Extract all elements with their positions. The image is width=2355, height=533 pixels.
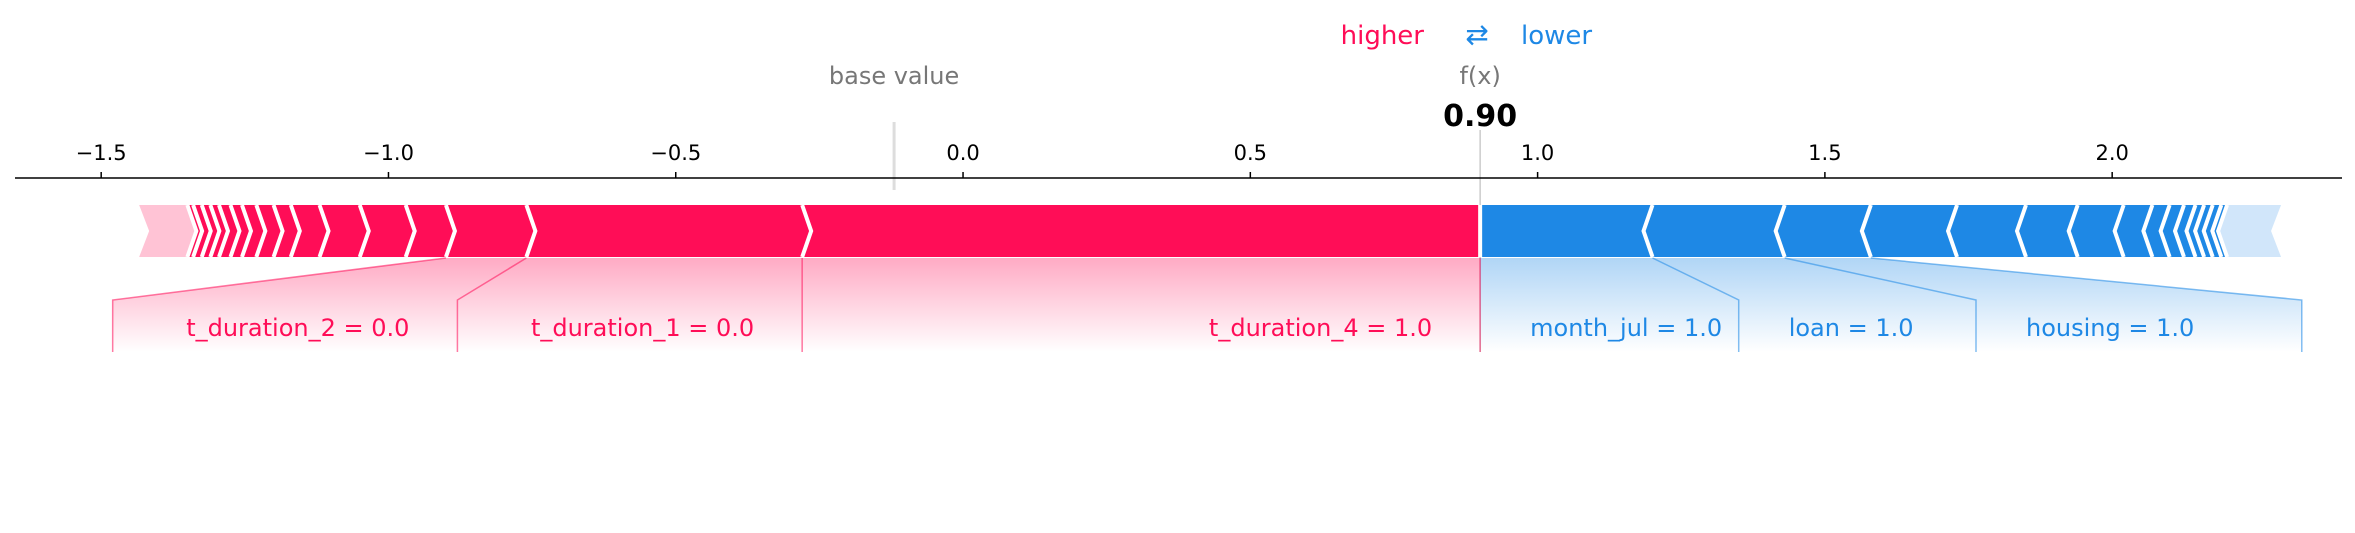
- feature-labels: t_duration_4 = 1.0 t_duration_1 = 0.0 t_du…: [186, 314, 2194, 342]
- positive-feature-label: t_duration_1 = 0.0: [531, 314, 754, 342]
- positive-label-shading: [112, 258, 527, 352]
- negative-feature-label: housing = 1.0: [2026, 314, 2194, 342]
- negative-separator: [1773, 204, 1787, 258]
- negative-label-shading: [1652, 258, 1977, 352]
- negative-feature-label: month_jul = 1.0: [1530, 314, 1722, 342]
- positive-separator: [800, 204, 814, 258]
- negative-separator: [1641, 204, 1655, 258]
- positive-force-segment: [802, 205, 1481, 257]
- negative-force-segment: [2114, 205, 2153, 257]
- positive-feature-label: t_duration_4 = 1.0: [1209, 314, 1432, 342]
- negative-force-segment: [2203, 205, 2222, 257]
- x-tick-label: 0.5: [1234, 141, 1267, 165]
- positive-connector-line: [111, 257, 447, 352]
- positive-separator: [240, 204, 254, 258]
- negative-label-shading: [1480, 258, 1739, 352]
- negative-feature-label: loan = 1.0: [1789, 314, 1914, 342]
- positive-force-segment: [193, 205, 211, 257]
- positive-force-segment: [405, 205, 455, 257]
- force-bars: [139, 204, 2282, 258]
- negative-separator: [2141, 204, 2155, 258]
- positive-separator: [191, 204, 205, 258]
- positive-separator: [254, 204, 268, 258]
- negative-force-segment: [1861, 205, 1958, 257]
- positive-separator: [524, 204, 538, 258]
- positive-force-segment: [210, 205, 228, 257]
- positive-force-segment: [526, 205, 812, 257]
- positive-force-segment: [290, 205, 329, 257]
- positive-separator: [208, 204, 222, 258]
- x-tick-label: 0.0: [946, 141, 979, 165]
- x-tick-label: 1.0: [1521, 141, 1554, 165]
- x-axis-ticks: −1.5 −1.0 −0.5 0.0 0.5 1.0 1.5 2.0: [76, 141, 2129, 178]
- positive-label-shading: [457, 258, 803, 352]
- negative-separator: [2210, 204, 2224, 258]
- positive-label-shading: [802, 258, 1481, 352]
- negative-separator: [2192, 204, 2206, 258]
- negative-connector-line: [1784, 257, 1977, 352]
- negative-force-segment: [1643, 205, 1785, 257]
- negative-force-segment: [1480, 205, 1653, 257]
- negative-separator: [2184, 204, 2198, 258]
- x-tick-label: −1.0: [363, 141, 414, 165]
- negative-separator: [2215, 204, 2229, 258]
- base-value-label: base value: [829, 62, 959, 90]
- positive-separator: [217, 204, 231, 258]
- positive-separator: [228, 204, 242, 258]
- x-tick-label: −0.5: [650, 141, 701, 165]
- positive-feature-label: t_duration_2 = 0.0: [186, 314, 409, 342]
- positive-separator: [444, 204, 458, 258]
- negative-force-segment: [2195, 205, 2213, 257]
- positive-separator: [403, 204, 417, 258]
- legend-arrows-icon: ⇄: [1465, 18, 1488, 51]
- label-connectors: [111, 257, 2303, 352]
- positive-force-segment: [359, 205, 415, 257]
- negative-separator: [2158, 204, 2172, 258]
- positive-separator: [317, 204, 331, 258]
- positive-force-segment: [319, 205, 369, 257]
- negative-separator: [2066, 204, 2080, 258]
- positive-separator: [357, 204, 371, 258]
- positive-separator: [271, 204, 285, 258]
- x-tick-label: 2.0: [2095, 141, 2128, 165]
- negative-force-segment: [1948, 205, 2026, 257]
- positive-separator: [199, 204, 213, 258]
- positive-separator: [288, 204, 302, 258]
- x-tick-label: 1.5: [1808, 141, 1841, 165]
- negative-separator: [2172, 204, 2186, 258]
- negative-connector-line: [1870, 257, 2303, 352]
- negative-separator: [1859, 204, 1873, 258]
- positive-force-segment: [445, 205, 536, 257]
- negative-force-segment: [1775, 205, 1871, 257]
- positive-force-segment: [201, 205, 220, 257]
- negative-connector-line: [1652, 257, 1740, 352]
- negative-end-cap: [2234, 205, 2282, 257]
- negative-separator: [2201, 204, 2215, 258]
- negative-force-segment: [2016, 205, 2078, 257]
- legend-higher: higher: [1341, 21, 1425, 51]
- negative-force-segment: [2186, 205, 2205, 257]
- negative-separator: [2014, 204, 2028, 258]
- label-connector-shading: [112, 258, 2302, 352]
- positive-end-cap: [139, 205, 187, 257]
- negative-separator: [1945, 204, 1959, 258]
- negative-force-segment: [2068, 205, 2124, 257]
- negative-separator: [2112, 204, 2126, 258]
- fx-label: f(x): [1459, 62, 1500, 90]
- positive-separator: [185, 204, 199, 258]
- legend-lower: lower: [1521, 21, 1592, 51]
- positive-connector-line: [456, 257, 527, 352]
- x-tick-label: −1.5: [76, 141, 127, 165]
- negative-label-shading: [1784, 258, 2302, 352]
- fx-value: 0.90: [1443, 99, 1517, 134]
